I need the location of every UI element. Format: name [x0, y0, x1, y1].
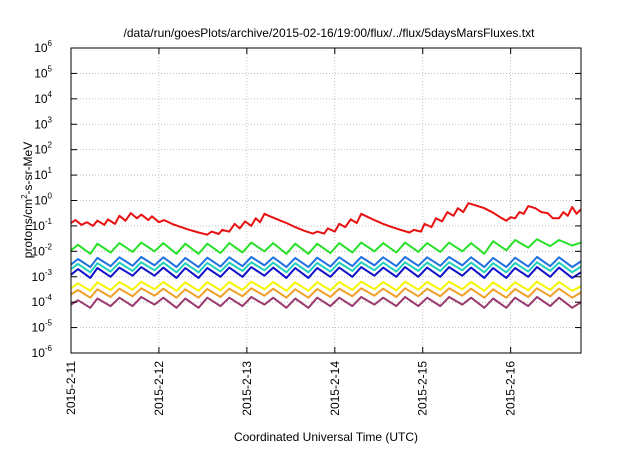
y-tick-label: 10-1: [32, 217, 53, 233]
series-line-1: [70, 296, 582, 309]
y-axis-title-superscript: 2: [20, 194, 29, 199]
y-tick-label: 106: [34, 39, 52, 55]
tick-marks: [70, 47, 581, 354]
y-tick-label: 10-6: [32, 344, 53, 360]
chart-title: /data/run/goesPlots/archive/2015-02-16/1…: [124, 26, 536, 40]
y-tick-exponent: 4: [48, 90, 53, 99]
y-tick-exponent: 3: [48, 115, 53, 124]
x-tick-label: 2015-2-14: [328, 361, 342, 416]
y-tick-exponent: 6: [48, 39, 53, 48]
y-tick-base: 10: [34, 143, 48, 157]
y-tick-base: 10: [32, 244, 46, 258]
y-tick-exponent: 2: [48, 141, 53, 150]
x-tick-label: 2015-2-11: [64, 361, 78, 415]
y-tick-exponent: -6: [45, 344, 53, 353]
x-tick-label: 2015-2-13: [240, 361, 254, 416]
x-tick-label: 2015-2-12: [152, 361, 166, 416]
x-tick-labels: 2015-2-11 2015-2-12 2015-2-13 2015-2-14 2015…: [64, 361, 518, 416]
series-line-4: [70, 266, 582, 279]
x-tick-label: 2015-2-16: [504, 361, 518, 416]
y-tick-base: 10: [32, 219, 46, 233]
y-axis-title-prefix: protons/cm: [21, 199, 35, 258]
y-tick-label: 104: [34, 90, 52, 106]
series-layer: [70, 202, 582, 309]
y-tick-label: 10-3: [32, 268, 53, 284]
y-tick-exponent: 0: [48, 192, 53, 201]
y-tick-exponent: 5: [48, 64, 53, 73]
y-axis-title: protons/cm2-s-sr-MeV: [20, 142, 35, 258]
series-line-5: [70, 261, 582, 274]
series-line-7: [70, 238, 582, 255]
y-tick-exponent: -3: [45, 268, 53, 277]
y-tick-exponent: -5: [45, 319, 53, 328]
y-tick-label: 10-4: [32, 293, 53, 309]
y-tick-base: 10: [34, 41, 48, 55]
series-line-3: [70, 280, 582, 292]
y-tick-label: 100: [34, 192, 52, 208]
series-line-2: [70, 287, 582, 299]
y-tick-base: 10: [34, 66, 48, 80]
series-line-6: [70, 256, 582, 269]
y-tick-base: 10: [34, 194, 48, 208]
x-axis-title: Coordinated Universal Time (UTC): [234, 430, 418, 444]
y-tick-label: 10-5: [32, 319, 53, 335]
y-tick-exponent: 1: [48, 166, 53, 175]
y-tick-exponent: -1: [45, 217, 53, 226]
y-tick-label: 105: [34, 64, 52, 80]
y-tick-base: 10: [32, 295, 46, 309]
y-tick-base: 10: [34, 92, 48, 106]
y-tick-base: 10: [32, 321, 46, 335]
y-tick-base: 10: [32, 346, 46, 360]
y-tick-exponent: -4: [45, 293, 53, 302]
y-tick-label: 101: [34, 166, 52, 182]
y-tick-base: 10: [32, 270, 46, 284]
y-axis-title-suffix: -s-sr-MeV: [21, 142, 35, 195]
y-tick-label: 103: [34, 115, 52, 131]
y-tick-label: 10-2: [32, 242, 53, 258]
series-line-8: [70, 202, 582, 236]
y-tick-label: 102: [34, 141, 52, 157]
y-tick-labels: 10-610-510-410-310-210-11001011021031041…: [32, 39, 53, 360]
y-tick-base: 10: [34, 168, 48, 182]
y-tick-base: 10: [34, 117, 48, 131]
y-tick-exponent: -2: [45, 242, 53, 251]
x-tick-label: 2015-2-15: [416, 361, 430, 416]
